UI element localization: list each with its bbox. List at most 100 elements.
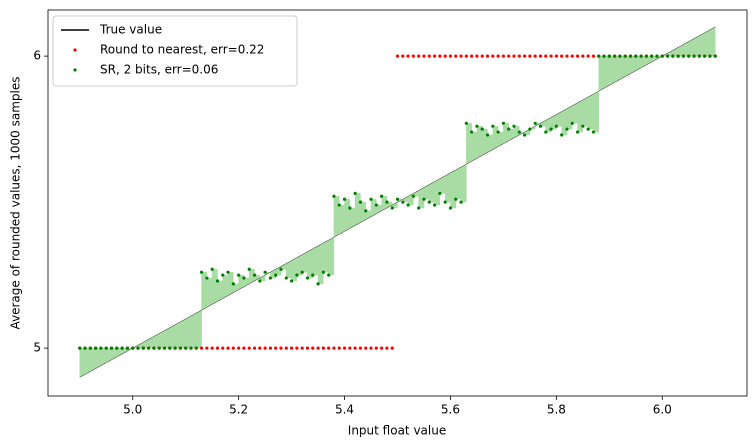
data-point — [491, 54, 495, 58]
data-point — [459, 200, 463, 204]
error-fill — [153, 333, 160, 349]
data-point — [242, 276, 246, 280]
data-point — [364, 209, 368, 213]
legend-label: SR, 2 bits, err=0.06 — [100, 63, 218, 77]
data-point — [99, 346, 103, 350]
error-fill — [333, 196, 340, 238]
data-point — [374, 346, 378, 350]
data-point — [184, 346, 188, 350]
data-point — [597, 54, 601, 58]
legend-label: True value — [99, 23, 162, 37]
error-fill — [174, 321, 181, 349]
data-point — [692, 54, 696, 58]
data-point — [369, 346, 373, 350]
data-point — [422, 197, 426, 201]
data-point — [655, 54, 659, 58]
error-fill — [556, 111, 562, 127]
data-point — [353, 346, 357, 350]
data-point — [258, 346, 262, 350]
data-point — [703, 54, 707, 58]
x-tick-label: 6.0 — [653, 403, 672, 417]
data-point — [575, 130, 580, 134]
data-point — [199, 270, 204, 274]
data-point — [438, 54, 442, 58]
error-fill — [222, 274, 229, 299]
data-point — [178, 346, 182, 350]
data-point — [618, 54, 622, 58]
data-point — [289, 279, 294, 283]
data-point — [591, 54, 596, 58]
data-point — [512, 54, 516, 58]
error-fill — [211, 269, 218, 305]
error-fill — [349, 207, 356, 229]
data-point — [565, 127, 569, 131]
error-fill — [593, 90, 599, 133]
data-point — [427, 200, 431, 204]
data-point — [337, 346, 341, 350]
data-point — [247, 267, 251, 271]
data-point — [544, 54, 548, 58]
data-point — [210, 346, 214, 350]
data-point — [411, 54, 415, 58]
data-point — [501, 121, 506, 125]
error-fill — [455, 166, 462, 200]
data-point — [496, 130, 500, 134]
error-fill — [301, 251, 308, 273]
error-fill — [466, 123, 472, 165]
error-fill — [185, 315, 192, 349]
error-fill — [640, 55, 647, 69]
data-point — [152, 346, 156, 350]
data-point — [560, 133, 564, 137]
data-point — [650, 54, 654, 58]
data-point — [237, 346, 241, 350]
error-fill — [344, 198, 351, 232]
data-point — [311, 273, 315, 277]
data-point — [247, 346, 251, 350]
error-fill — [614, 55, 621, 83]
data-point — [231, 282, 235, 286]
data-point — [136, 346, 140, 350]
data-point — [448, 206, 453, 210]
data-point — [358, 346, 363, 350]
data-point — [353, 191, 357, 195]
data-point — [215, 279, 220, 283]
data-point — [581, 54, 585, 58]
data-point — [263, 270, 267, 274]
data-point — [258, 279, 262, 283]
data-point — [321, 270, 325, 274]
error-fill — [164, 327, 171, 349]
data-point — [332, 194, 336, 198]
error-fill — [704, 29, 711, 57]
data-point — [676, 54, 680, 58]
data-point — [417, 54, 421, 58]
x-axis-label: Input float value — [348, 424, 446, 438]
legend-label: Round to nearest, err=0.22 — [100, 43, 264, 57]
error-fill — [418, 187, 425, 209]
data-point — [554, 54, 558, 58]
data-point — [115, 346, 119, 350]
data-point — [448, 54, 453, 58]
data-point — [496, 54, 500, 58]
data-point — [607, 54, 611, 58]
error-fill — [598, 55, 605, 92]
data-point — [623, 54, 627, 58]
data-point — [575, 54, 580, 58]
error-fill — [196, 309, 202, 349]
error-fill — [587, 93, 594, 130]
legend-swatch — [73, 68, 77, 72]
data-point — [485, 54, 490, 58]
error-fill — [561, 108, 568, 136]
error-fill — [307, 248, 314, 279]
y-axis-label: Average of rounded values, 1000 samples — [9, 76, 23, 329]
data-point — [464, 54, 468, 58]
data-point — [454, 54, 458, 58]
data-point — [480, 127, 484, 131]
data-point — [141, 346, 145, 350]
data-point — [475, 124, 479, 128]
data-point — [316, 282, 320, 286]
data-point — [586, 54, 590, 58]
error-fill — [481, 128, 488, 156]
data-point — [406, 203, 410, 207]
data-point — [491, 124, 495, 128]
error-fill — [339, 204, 345, 235]
